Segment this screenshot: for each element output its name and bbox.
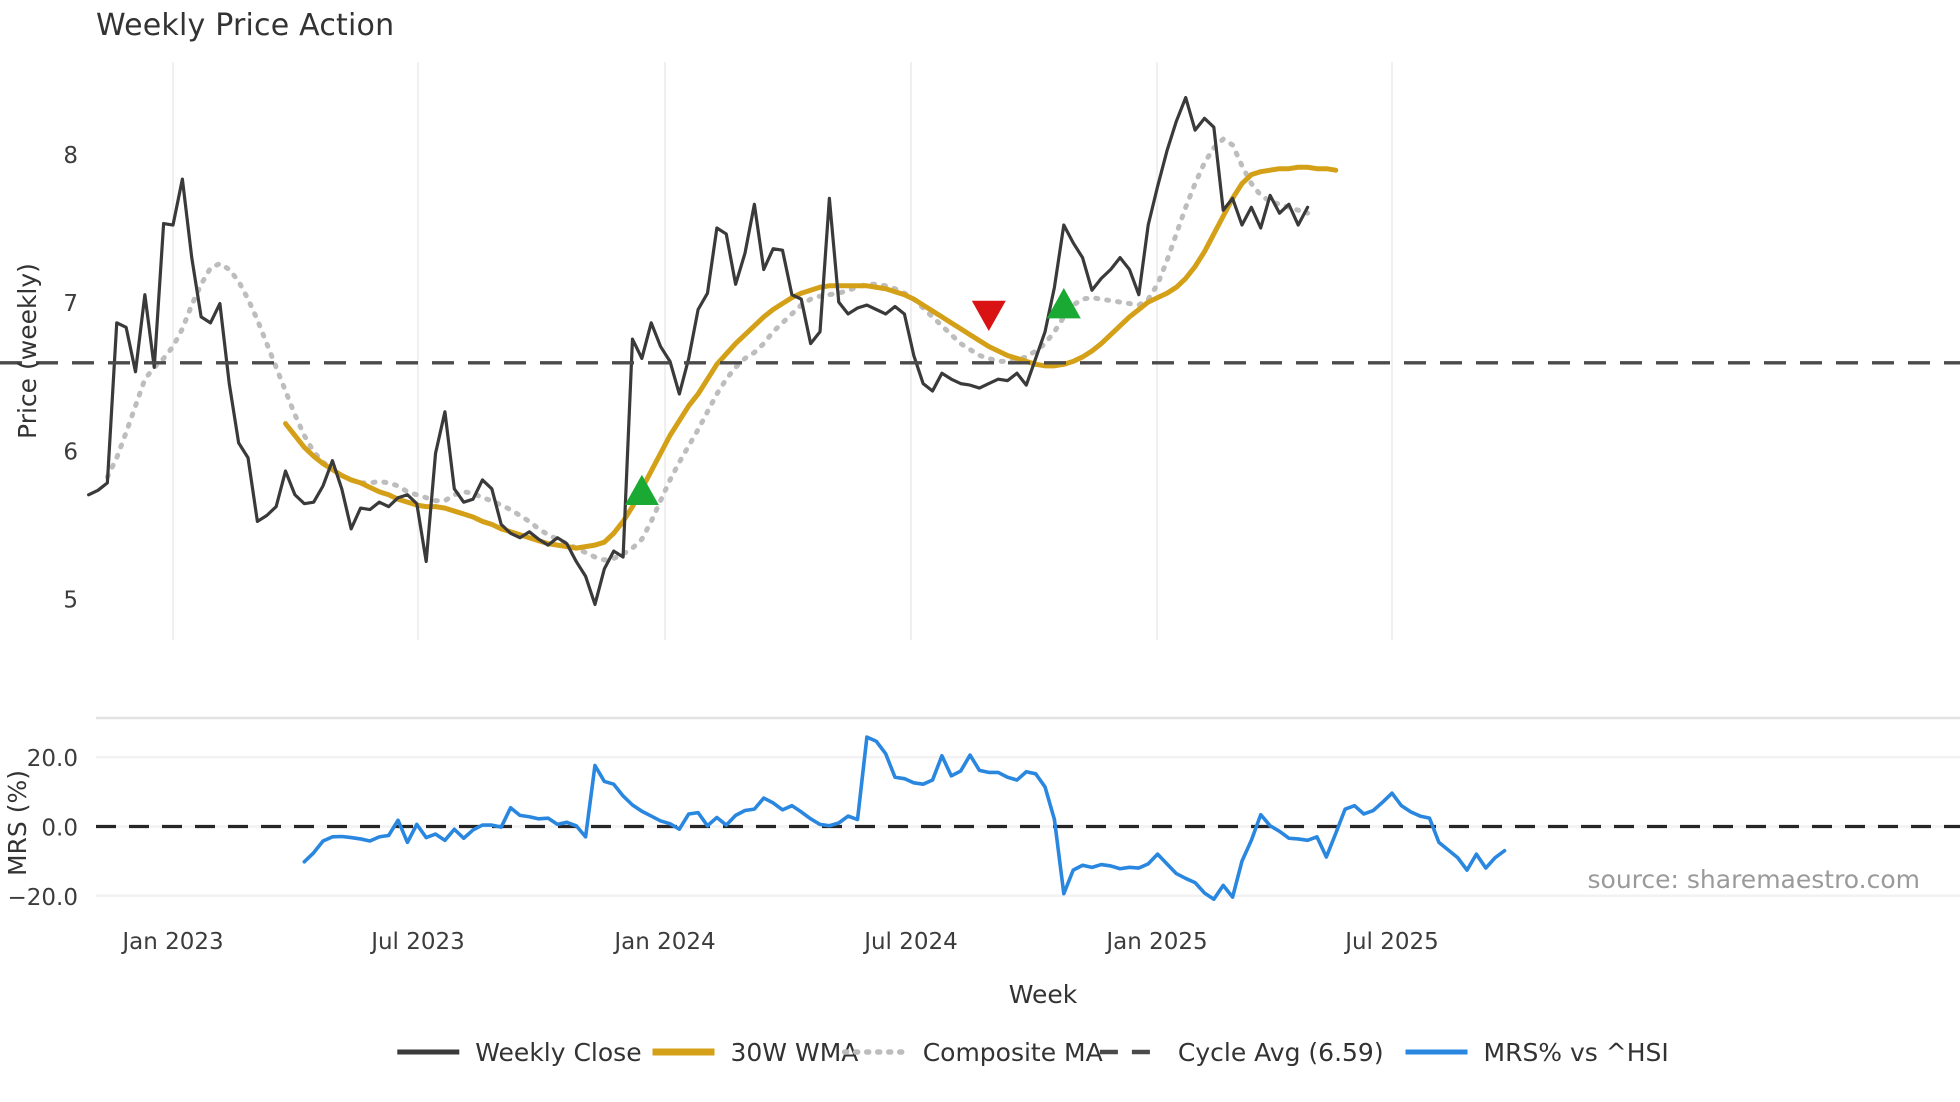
price-y-axis: 5 6 7 8 [63, 143, 78, 614]
legend-label: Cycle Avg (6.59) [1178, 1038, 1384, 1067]
legend-label: 30W WMA [731, 1038, 859, 1067]
series-mrs-percent [302, 735, 1507, 902]
chart-legend: Weekly Close 30W WMA Composite MA Cycle Avg… [397, 1038, 1669, 1067]
signal-markers [624, 288, 1081, 506]
mrs-y-axis-title: MRS (%) [3, 770, 32, 876]
legend-label: Weekly Close [475, 1038, 641, 1067]
x-tick-label: Jul 2023 [369, 929, 465, 955]
legend-item[interactable]: Composite MA [841, 1038, 1103, 1067]
price-series-group [0, 95, 1960, 607]
legend-item[interactable]: Weekly Close [397, 1038, 642, 1067]
x-tick-label: Jan 2023 [120, 929, 223, 955]
y-tick-label: 7 [63, 291, 78, 317]
mrs-panel [96, 716, 1960, 902]
legend-item[interactable]: 30W WMA [652, 1038, 859, 1067]
mrs-y-tick-label: 20.0 [27, 746, 78, 772]
x-tick-label: Jan 2024 [612, 929, 715, 955]
legend-item[interactable]: Cycle Avg (6.59) [1099, 1038, 1384, 1067]
series-30w-wma [283, 164, 1339, 551]
legend-label: MRS% vs ^HSI [1484, 1038, 1669, 1067]
mrs-y-tick-label: −20.0 [8, 885, 78, 911]
source-watermark: source: sharemaestro.com [1588, 865, 1921, 894]
y-tick-label: 6 [63, 439, 78, 465]
buy-signal-marker [1046, 288, 1081, 319]
series-weekly-close [87, 95, 1310, 607]
x-axis-title: Week [1009, 980, 1078, 1009]
buy-signal-marker [624, 474, 659, 506]
x-axis: Jan 2023 Jul 2023 Jan 2024 Jul 2024 Jan 2025… [120, 929, 1438, 955]
mrs-y-tick-label: 0.0 [41, 815, 78, 841]
price-gridlines [172, 62, 1393, 640]
page-title: Weekly Price Action [96, 8, 395, 43]
y-tick-label: 8 [63, 143, 78, 169]
legend-label: Composite MA [923, 1038, 1103, 1067]
x-tick-label: Jan 2025 [1104, 929, 1207, 955]
x-tick-label: Jul 2025 [1343, 929, 1439, 955]
sell-signal-marker [971, 300, 1006, 331]
x-tick-label: Jul 2024 [862, 929, 958, 955]
series-composite-ma [104, 136, 1311, 563]
price-y-axis-title: Price (weekly) [13, 263, 42, 439]
y-tick-label: 5 [63, 588, 78, 614]
legend-item[interactable]: MRS% vs ^HSI [1405, 1038, 1669, 1067]
